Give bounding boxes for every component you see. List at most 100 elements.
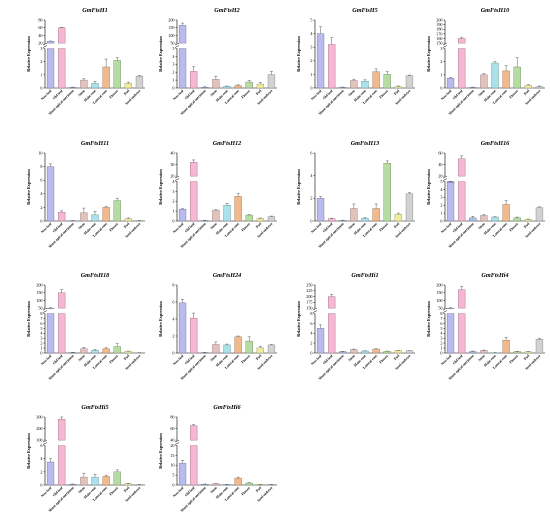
bar: [102, 476, 110, 486]
bar: [245, 81, 253, 89]
bar: [91, 83, 99, 89]
bar: [469, 217, 477, 222]
chart-title: GmFtsHi5: [81, 404, 108, 411]
y-tick-label: 100: [436, 298, 442, 303]
bar: [58, 445, 66, 486]
bar: [513, 66, 521, 89]
y-axis-label: Relative Expression: [26, 433, 31, 469]
y-tick-label: 20: [438, 174, 442, 179]
y-tick-label: 200: [436, 17, 442, 22]
y-tick-label: 10: [38, 150, 42, 155]
bar: [350, 208, 358, 222]
bar: [383, 351, 391, 354]
y-tick-label: 6: [40, 321, 42, 326]
bar: [394, 350, 402, 354]
axis-break-mark: [42, 42, 48, 48]
y-tick-label: 50: [438, 306, 442, 311]
y-axis-label: Relative Expression: [296, 169, 301, 205]
y-tick-label: 6: [310, 321, 312, 326]
y-tick-label: 5: [40, 326, 42, 331]
chart-title: GmFtsH24: [213, 272, 242, 279]
bar: [102, 66, 110, 89]
bar: [69, 484, 77, 486]
bar: [480, 74, 488, 89]
y-tick-label: 2: [172, 70, 174, 75]
chart-title: GmFtsH16: [481, 140, 510, 147]
bar: [446, 77, 455, 89]
y-tick-label: 160: [436, 36, 442, 41]
bar: [502, 339, 510, 354]
bar: [383, 162, 391, 222]
bar: [91, 476, 99, 486]
bar: [46, 313, 55, 354]
y-tick-label: 200: [36, 282, 42, 287]
y-tick-label: 15: [170, 453, 174, 458]
bar: [502, 204, 510, 222]
category-label: Flower: [241, 89, 252, 100]
y-tick-label: 8: [310, 311, 312, 316]
chart-title: GmFtsH5: [352, 7, 377, 14]
y-tick-label: 2: [310, 58, 312, 63]
y-tick-label: 4: [172, 54, 175, 59]
y-tick-label: 200: [436, 282, 442, 287]
chart-title: GmFtsH13: [351, 140, 380, 147]
chart-title: GmFtsH2: [214, 7, 239, 14]
bar: [524, 219, 532, 222]
bar: [405, 193, 414, 222]
y-tick-label: 2: [310, 341, 312, 346]
bar: [256, 218, 264, 222]
y-tick-label: 0: [40, 85, 42, 90]
y-tick-label: 2: [40, 59, 42, 64]
y-axis-label: Relative Expression: [296, 301, 301, 337]
y-tick-label: 0: [310, 218, 312, 223]
category-label: Pod: [255, 222, 262, 229]
y-axis-label: Relative Expression: [158, 169, 163, 205]
bar: [135, 75, 144, 89]
y-tick-label: 100: [168, 33, 174, 38]
bar: [535, 207, 544, 222]
y-tick-label: 2: [440, 341, 442, 346]
y-tick-label: 0: [440, 218, 442, 223]
y-tick-label: 2: [440, 59, 442, 64]
y-tick-label: 4: [310, 31, 313, 36]
y-tick-label: 80: [38, 17, 42, 22]
category-label: Stem: [209, 354, 217, 362]
bar: [58, 313, 66, 354]
category-label: Pod: [123, 89, 130, 96]
y-tick-label: 1: [440, 345, 442, 350]
bar: [446, 181, 455, 222]
y-tick-label: 4: [40, 191, 43, 196]
y-tick-label: 7: [40, 316, 42, 321]
y-tick-label: 3: [172, 62, 174, 67]
category-label: Stem: [77, 89, 85, 97]
bar: [469, 351, 477, 354]
bar: [178, 463, 187, 486]
bar: [491, 62, 499, 89]
bar: [91, 350, 99, 354]
y-tick-label: 1: [440, 72, 442, 77]
bar: [361, 217, 369, 222]
bar: [458, 313, 466, 354]
y-tick-label: 2: [310, 196, 312, 201]
y-tick-label: 0: [172, 85, 174, 90]
category-label: Pod: [523, 89, 530, 96]
bar: [491, 216, 499, 222]
y-tick-label: 10: [170, 463, 174, 468]
bar: [46, 166, 55, 222]
bar: [316, 198, 325, 222]
bar: [245, 340, 253, 354]
y-tick-label: 0: [310, 85, 312, 90]
category-label: Flower: [241, 486, 252, 497]
bar: [405, 75, 414, 89]
y-tick-label: 20: [170, 174, 174, 179]
bar: [113, 60, 121, 89]
bar: [350, 80, 358, 89]
bar: [212, 344, 220, 354]
y-tick-label: 6: [40, 443, 42, 448]
y-tick-label: 2: [440, 203, 442, 208]
bar: [405, 350, 414, 354]
